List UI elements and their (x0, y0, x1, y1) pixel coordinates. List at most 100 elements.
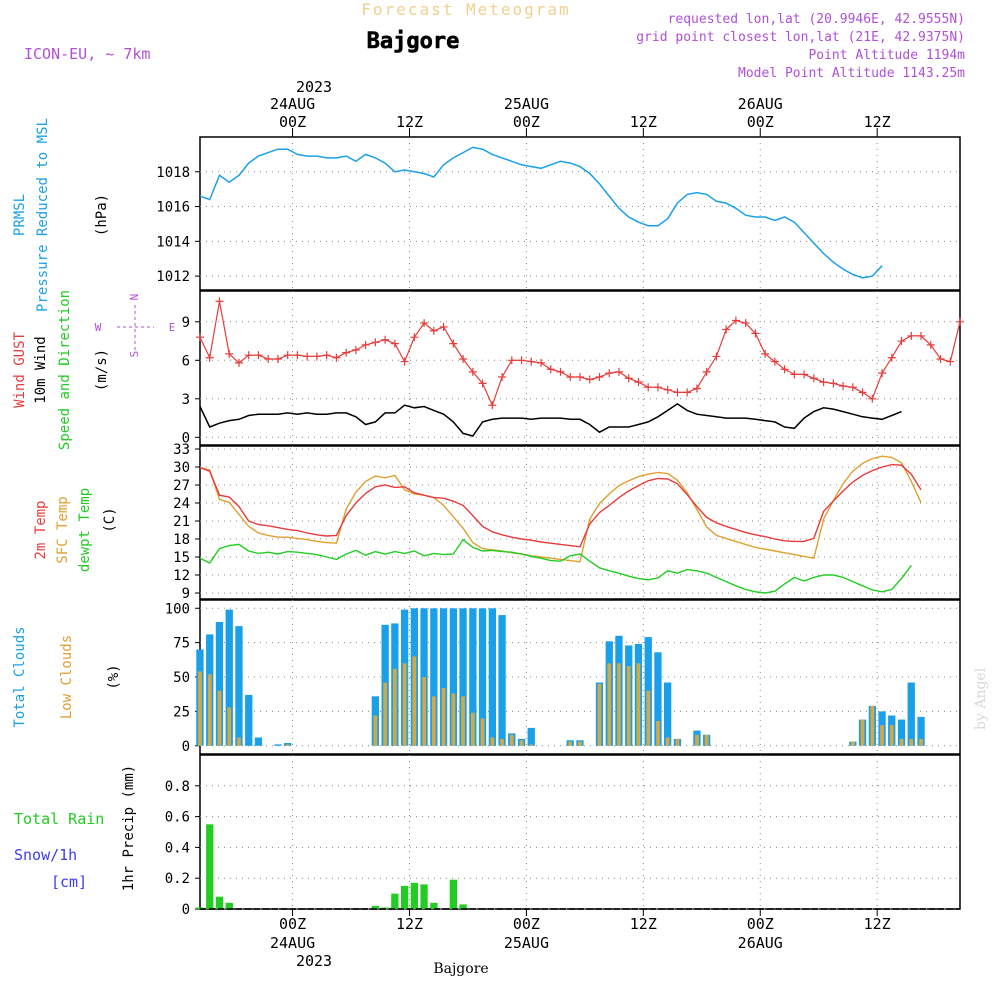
gust-point-marker (429, 326, 438, 335)
gust-point-marker (410, 333, 419, 342)
clouds-panel: 0 25 50 75 100 (165, 599, 961, 755)
low-clouds-bar (704, 734, 709, 746)
gust-point-marker (478, 379, 487, 388)
low-clouds-bar (899, 738, 904, 746)
gridpoint-coords: grid point closest lon,lat (21E, 42.9375… (636, 30, 965, 45)
low-clouds-bar (880, 725, 884, 746)
low-clouds-bar (860, 719, 865, 746)
low-clouds-label: Low Clouds (59, 635, 75, 719)
compass-w: W (95, 321, 102, 334)
y-tick-label: 9 (182, 586, 190, 602)
precip-panel: 0 0.2 0.4 0.6 0.8 (165, 754, 961, 918)
gust-point-marker (576, 372, 584, 381)
top-axis-time-label: 12Z (630, 113, 657, 131)
gust-point-marker (264, 355, 273, 364)
total-clouds-bar (439, 608, 448, 746)
bottom-axis-date-label: 25AUG (504, 934, 549, 952)
y-tick-label: 12 (173, 568, 190, 584)
precip-unit: 1hr Precip (mm) (121, 765, 137, 891)
total-clouds-bar (469, 608, 477, 746)
temp-unit: (C) (102, 507, 118, 532)
total-clouds-bar (897, 719, 906, 746)
gust-point-marker (420, 319, 429, 328)
total-clouds-bar (235, 626, 243, 746)
y-tick-label: 50 (173, 670, 190, 686)
gust-point-marker (741, 319, 750, 328)
bottom-axis-time-label: 00Z (279, 915, 306, 933)
top-axis-date-label: 24AUG (270, 95, 315, 113)
low-clouds-bar (617, 663, 621, 746)
gust-point-marker (361, 340, 370, 349)
dewpt-label: dewpt Temp (77, 488, 93, 572)
low-clouds-bar (578, 741, 582, 746)
bottom-axis-time-label: 12Z (630, 915, 657, 933)
y-tick-label: 3 (182, 392, 190, 408)
gust-point-marker (780, 365, 789, 374)
gust-point-marker (751, 329, 760, 338)
y-tick-label: 100 (165, 601, 190, 617)
gust-point-marker (692, 384, 701, 393)
y-tick-label: 21 (173, 514, 190, 530)
low-clouds-bar (675, 738, 680, 746)
y-tick-label: 0.8 (165, 779, 190, 795)
low-clouds-bar (519, 740, 524, 746)
low-clouds-bar (568, 741, 573, 746)
low-clouds-bar (393, 668, 397, 746)
wind-unit: (m/s) (94, 349, 110, 391)
low-clouds-bar (626, 666, 631, 746)
y-tick-label: 15 (173, 550, 190, 566)
gust-series-line (199, 301, 961, 407)
gust-point-marker (566, 372, 575, 381)
model-altitude: Model Point Altitude 1143.25m (738, 66, 965, 81)
gust-point-marker (683, 388, 692, 397)
wind-panel: 0 3 6 9 (182, 290, 964, 446)
total-clouds-bar (274, 744, 282, 746)
product-title: Forecast Meteogram (361, 0, 570, 19)
low-clouds-bar (646, 690, 651, 746)
gust-point-marker (887, 353, 896, 362)
rain-bar (206, 824, 214, 909)
gust-point-marker (283, 351, 292, 360)
dewpt-series-line (199, 538, 912, 594)
gust-point-marker (196, 333, 204, 342)
low-clouds-bar (471, 712, 475, 746)
total-clouds-bar (527, 727, 535, 746)
y-tick-label: 24 (173, 496, 190, 512)
gust-point-marker (585, 375, 594, 384)
gust-point-marker (293, 351, 302, 360)
y-tick-label: 0 (182, 902, 190, 918)
wind-label: 10m Wind (33, 336, 49, 403)
y-tick-label: 1016 (156, 200, 190, 216)
y-tick-label: 25 (173, 704, 190, 720)
low-clouds-bar (412, 656, 417, 746)
low-clouds-bar (373, 715, 378, 746)
rain-bar (401, 885, 409, 909)
gust-point-marker (351, 346, 360, 355)
compass-n: N (128, 294, 141, 301)
wind-dir-label: Speed and Direction (57, 290, 73, 450)
low-clouds-bar (237, 737, 241, 746)
panel-frame (199, 754, 961, 910)
gust-point-marker (498, 372, 507, 381)
low-clouds-bar (509, 734, 514, 746)
low-clouds-bar (432, 696, 436, 746)
rain-bar (391, 893, 399, 909)
total-clouds-bar (430, 608, 438, 746)
gust-point-marker (332, 353, 341, 362)
temperature-panel: 9 12 15 18 21 24 27 30 33 (173, 442, 961, 602)
gust-point-marker (215, 297, 224, 306)
y-tick-label: 6 (182, 353, 190, 369)
y-tick-label: 0 (182, 430, 190, 446)
low-clouds-bar (919, 738, 923, 746)
y-tick-label: 33 (173, 442, 190, 458)
footer-location: Bajgore (433, 961, 488, 977)
clouds-unit: (%) (106, 664, 122, 689)
gust-point-marker (956, 317, 964, 326)
total-clouds-bar (498, 615, 506, 746)
location-title: Bajgore (367, 29, 460, 54)
gust-point-marker (517, 356, 526, 365)
y-tick-label: 1014 (156, 234, 190, 250)
low-clouds-bar (461, 696, 465, 746)
total-clouds-bar (664, 682, 672, 746)
total-clouds-bar (488, 608, 496, 746)
